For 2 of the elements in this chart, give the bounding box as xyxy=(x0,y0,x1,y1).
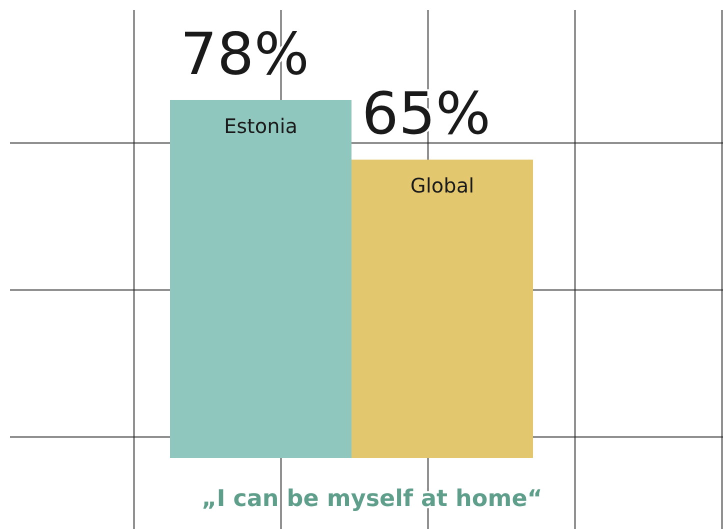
x-tick-label: Global xyxy=(410,174,474,198)
x-tick-label: Estonia xyxy=(224,114,298,138)
